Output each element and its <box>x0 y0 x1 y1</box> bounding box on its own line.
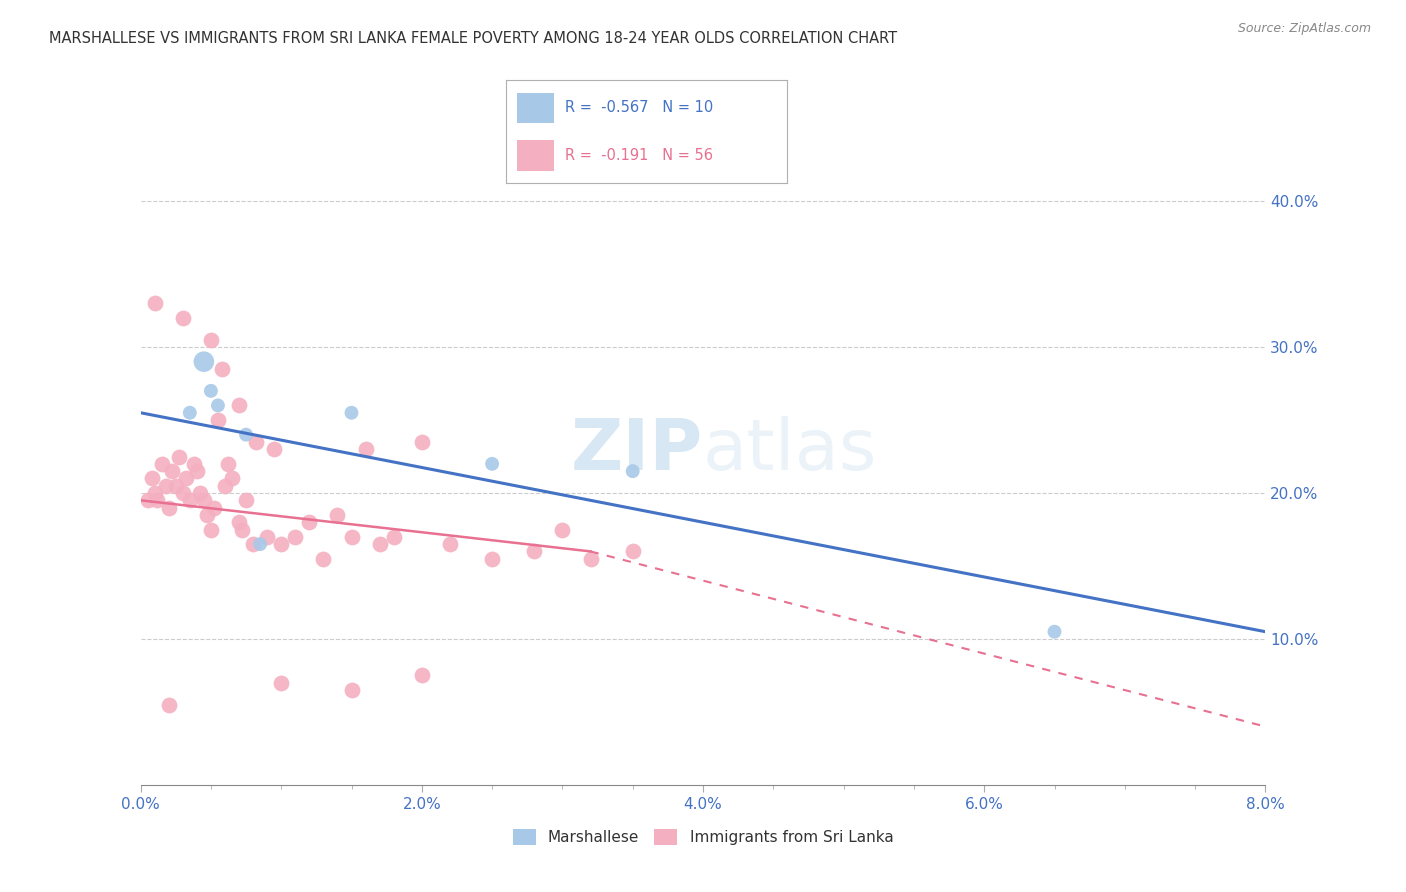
Point <box>228 399 250 413</box>
Bar <box>517 93 554 123</box>
Point <box>155 479 177 493</box>
Legend: Marshallese, Immigrants from Sri Lanka: Marshallese, Immigrants from Sri Lanka <box>506 823 900 851</box>
Point <box>179 406 201 420</box>
Point <box>551 523 574 537</box>
Point <box>235 493 257 508</box>
Point <box>340 530 363 544</box>
Point <box>523 544 546 558</box>
Point <box>157 698 180 712</box>
Point <box>193 493 215 508</box>
Point <box>221 471 243 485</box>
Text: Source: ZipAtlas.com: Source: ZipAtlas.com <box>1237 22 1371 36</box>
Point <box>245 434 267 449</box>
Point <box>195 508 218 522</box>
Point <box>211 362 233 376</box>
Point <box>298 515 321 529</box>
Point <box>174 471 197 485</box>
Point <box>183 457 205 471</box>
Point <box>172 486 194 500</box>
Point <box>256 530 278 544</box>
Point <box>340 406 363 420</box>
Point <box>621 464 644 478</box>
Point <box>200 523 222 537</box>
Point <box>228 515 250 529</box>
Point <box>270 675 292 690</box>
Point <box>186 464 208 478</box>
Point <box>207 413 229 427</box>
Text: R =  -0.191   N = 56: R = -0.191 N = 56 <box>565 148 713 162</box>
Point <box>167 450 190 464</box>
Point <box>157 500 180 515</box>
Point <box>439 537 461 551</box>
Point <box>146 493 169 508</box>
Point <box>481 551 503 566</box>
Point <box>411 668 433 682</box>
Point <box>312 551 335 566</box>
Point <box>141 471 163 485</box>
Text: ZIP: ZIP <box>571 417 703 485</box>
Point <box>207 399 229 413</box>
Point <box>160 464 183 478</box>
Point <box>150 457 173 471</box>
Point <box>270 537 292 551</box>
Point <box>165 479 187 493</box>
Point <box>326 508 349 522</box>
Point <box>368 537 391 551</box>
Point <box>172 310 194 325</box>
Point <box>249 537 271 551</box>
Bar <box>517 140 554 170</box>
Point <box>231 523 253 537</box>
Point <box>284 530 307 544</box>
Point <box>242 537 264 551</box>
Point <box>202 500 225 515</box>
Point <box>136 493 159 508</box>
Point <box>188 486 211 500</box>
Point <box>235 427 257 442</box>
Point <box>411 434 433 449</box>
Point <box>214 479 236 493</box>
Point <box>143 486 166 500</box>
Point <box>1043 624 1066 639</box>
Point <box>382 530 405 544</box>
Point <box>179 493 201 508</box>
Point <box>354 442 377 457</box>
Point <box>193 354 215 368</box>
Point <box>217 457 239 471</box>
Point <box>143 296 166 310</box>
Text: R =  -0.567   N = 10: R = -0.567 N = 10 <box>565 101 713 115</box>
Point <box>263 442 285 457</box>
Point <box>340 683 363 698</box>
Point <box>200 384 222 398</box>
Point <box>579 551 602 566</box>
Point <box>621 544 644 558</box>
Point <box>481 457 503 471</box>
Point <box>200 333 222 347</box>
Text: MARSHALLESE VS IMMIGRANTS FROM SRI LANKA FEMALE POVERTY AMONG 18-24 YEAR OLDS CO: MARSHALLESE VS IMMIGRANTS FROM SRI LANKA… <box>49 31 897 46</box>
Text: atlas: atlas <box>703 417 877 485</box>
